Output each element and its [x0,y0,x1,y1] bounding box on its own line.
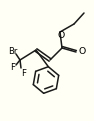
Text: F: F [22,68,27,77]
Text: Br: Br [8,46,18,56]
Text: F: F [11,64,16,72]
Text: O: O [57,31,65,41]
Text: O: O [78,48,86,57]
